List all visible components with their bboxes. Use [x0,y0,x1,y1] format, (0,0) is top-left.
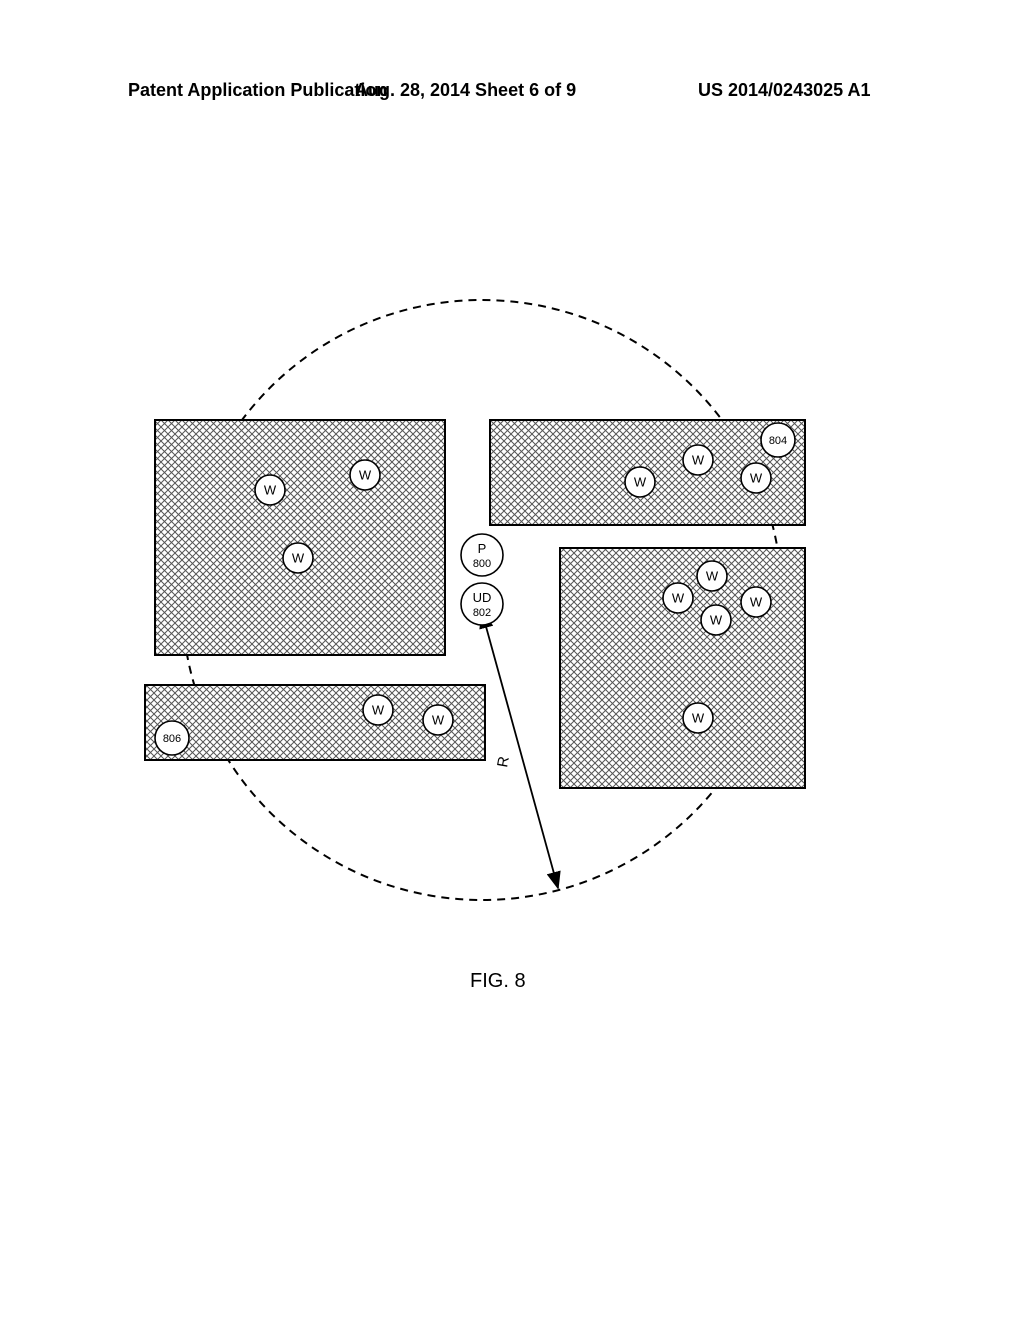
node-label-12: W [372,703,385,718]
figure-8: R W W W W W W 804 W W W W W W W 806 P 800 UD 802 [0,0,1024,1320]
node-label-14: 806 [163,733,181,745]
node-label-2: W [292,551,305,566]
node-label-8: W [706,569,719,584]
region-0 [155,420,445,655]
node-label-7: W [672,591,685,606]
center-node-label2-1: 802 [473,607,491,619]
node-label-6: 804 [769,435,787,447]
node-label-9: W [750,595,763,610]
node-label-3: W [634,475,647,490]
center-node-label2-0: 800 [473,558,491,570]
node-label-4: W [692,453,705,468]
node-label-11: W [692,711,705,726]
node-label-5: W [750,471,763,486]
radius-arrow [482,612,558,888]
node-label-0: W [264,483,277,498]
center-node-label1-0: P [478,541,487,556]
figure-label: FIG. 8 [470,970,526,993]
node-label-1: W [359,468,372,483]
node-label-10: W [710,613,723,628]
radius-label: R [494,755,513,769]
center-node-label1-1: UD [473,590,492,605]
node-label-13: W [432,713,445,728]
